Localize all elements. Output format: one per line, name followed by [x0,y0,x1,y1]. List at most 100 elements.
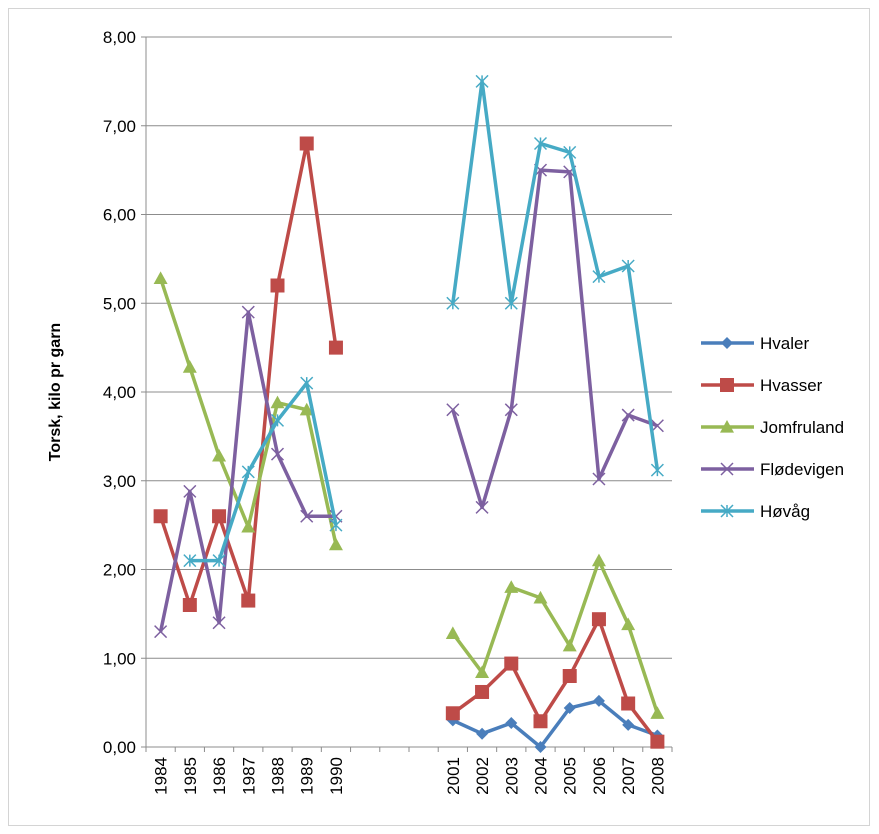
series-line [452,699,658,749]
y-tick-label: 2,00 [103,561,136,580]
legend-label: Høvåg [760,502,810,521]
data-point [299,136,314,151]
x-tick-label: 2006 [590,757,609,795]
y-tick-label: 5,00 [103,294,136,313]
data-point [504,296,518,310]
data-point [241,465,255,479]
series-group [153,74,665,753]
data-point [621,617,636,631]
data-point [446,296,460,310]
data-point [446,403,460,417]
data-point [562,669,577,683]
x-tick-label: 1984 [152,757,171,795]
legend-item: Hvaler [701,334,809,353]
data-point [592,694,605,707]
y-tick-label: 1,00 [103,649,136,668]
data-point [182,598,197,612]
data-point [504,403,518,417]
axes [145,37,673,752]
data-point [328,537,343,551]
data-point [622,718,635,731]
legend-item: Flødevigen [701,460,844,479]
data-point [475,74,489,88]
y-tick-label: 8,00 [103,28,136,47]
data-point [445,626,460,639]
data-point [621,259,635,273]
data-point [562,638,577,652]
y-tick-label: 3,00 [103,472,136,491]
y-axis-title: Torsk, kilo pr garn [47,323,64,461]
y-tick-label: 6,00 [103,206,136,225]
data-point [299,402,314,416]
series-jomfruland [153,271,665,719]
data-point [445,706,460,721]
y-tick-label: 4,00 [103,383,136,402]
legend-item: Jomfruland [701,418,844,437]
y-tick-label: 7,00 [103,117,136,136]
data-point [533,714,548,729]
data-point [212,616,226,630]
data-point [505,717,518,730]
series-flødevigen [154,163,664,639]
data-point [563,701,576,714]
x-tick-label: 1990 [327,757,346,795]
x-tick-label: 2005 [561,757,580,795]
data-point [270,395,285,409]
x-tick-label: 1987 [239,757,258,795]
data-point [270,278,285,293]
data-point [591,553,606,567]
x-tick-label: 1985 [181,757,200,795]
data-point [475,500,489,514]
legend-item: Hvasser [701,376,823,395]
data-point [650,419,664,433]
data-point [650,706,665,719]
data-point [591,612,606,627]
data-point [300,509,314,523]
legend-label: Jomfruland [760,418,844,437]
x-tick-label: 1986 [210,757,229,795]
x-tick-label: 2002 [473,757,492,795]
legend-label: Hvaler [760,334,809,353]
data-point [212,554,226,568]
data-point [504,656,519,671]
data-point [592,270,606,284]
legend: Hvaler Hvasser Jomfruland Flødevigen Høvåg [701,334,844,521]
series-line [189,381,338,563]
data-point [183,484,197,498]
data-point [720,420,734,433]
legend-label: Flødevigen [760,460,844,479]
data-point [241,519,256,533]
data-point [212,509,227,524]
data-point [621,696,636,711]
data-point [300,376,314,390]
data-point [476,727,489,740]
series-høvåg [183,74,664,568]
data-point [720,462,734,476]
data-point [270,447,285,461]
legend-item: Høvåg [701,502,810,521]
x-tick-label: 2008 [648,757,667,795]
data-point [182,360,197,373]
x-tick-label: 2007 [619,757,638,795]
data-point [563,145,577,159]
data-point [154,625,168,639]
data-point [153,271,168,284]
data-point [534,741,547,753]
chart-frame [8,8,870,826]
data-point [475,665,490,679]
data-point [720,378,734,392]
data-point [475,684,490,699]
data-point [241,593,256,608]
x-tick-label: 2003 [502,757,521,795]
data-point [592,472,606,486]
data-point [329,518,343,532]
x-tick-label: 1988 [269,757,288,795]
series-line [158,141,338,607]
data-point [212,448,227,462]
y-tick-label: 0,00 [103,738,136,757]
x-tick-label: 2001 [444,757,463,795]
data-point [328,340,343,355]
series-line [451,558,660,714]
data-point [533,590,548,604]
